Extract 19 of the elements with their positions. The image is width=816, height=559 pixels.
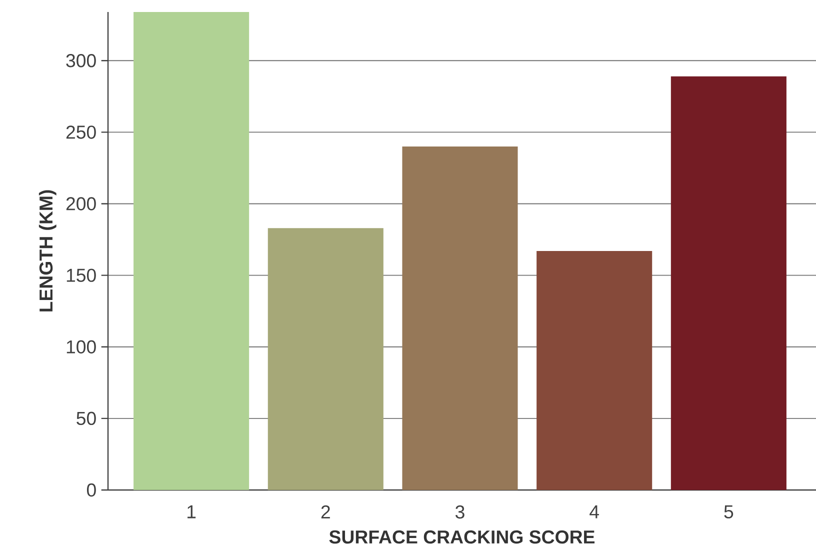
bar — [268, 228, 384, 490]
y-tick-label: 50 — [76, 412, 96, 426]
y-tick-label: 150 — [66, 268, 96, 282]
x-tick-label: 5 — [724, 505, 734, 518]
y-tick-label: 300 — [66, 54, 96, 68]
x-tick-label: 2 — [321, 505, 330, 518]
x-tick-label: 1 — [188, 505, 196, 518]
x-tick-label: 3 — [456, 505, 464, 519]
bar — [670, 76, 786, 490]
y-tick-label: 250 — [66, 126, 96, 139]
bar — [134, 12, 250, 490]
bar — [402, 146, 518, 490]
x-tick-label: 4 — [590, 505, 599, 518]
y-tick-label: 100 — [66, 340, 96, 354]
bar — [536, 250, 652, 490]
y-tick-label: 200 — [66, 197, 96, 210]
y-tick-label: 0 — [86, 483, 96, 497]
x-axis-title: SURFACE CRACKING SCORE — [329, 530, 595, 544]
y-axis-title: LENGTH (KM) — [38, 190, 56, 312]
